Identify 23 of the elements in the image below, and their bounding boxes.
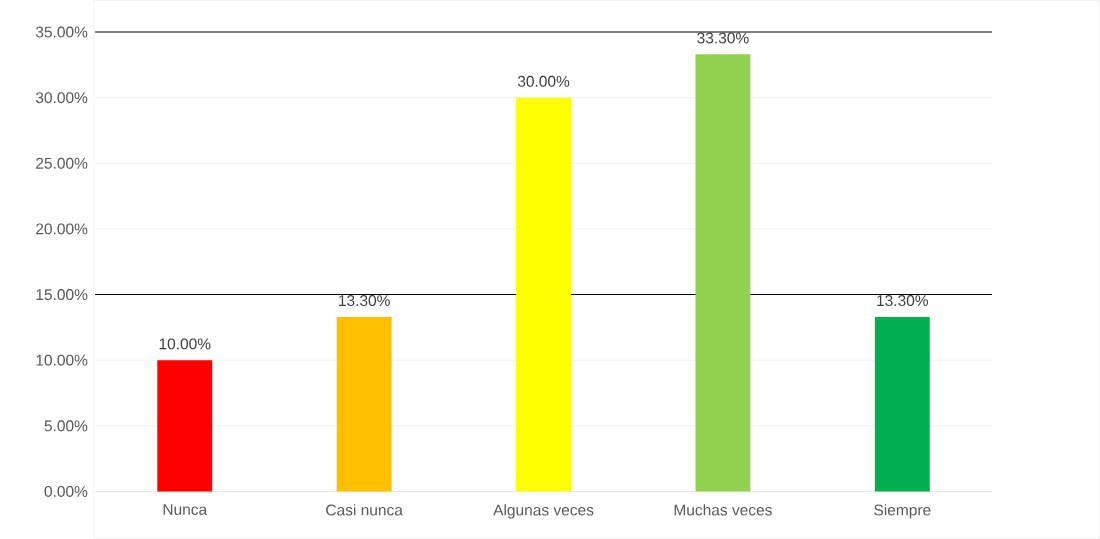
bar <box>336 316 392 492</box>
x-tick-label: Algunas veces <box>493 504 594 519</box>
y-tick-label: 30.00% <box>35 92 88 104</box>
y-tick-label: 10.00% <box>36 354 88 366</box>
x-tick-label: Casi nunca <box>326 504 403 516</box>
x-tick-label: Siempre <box>874 504 931 519</box>
data-label: 13.30% <box>877 295 929 307</box>
bar <box>516 97 571 492</box>
data-label: 10.00% <box>159 338 211 350</box>
data-label: 33.30% <box>697 32 749 44</box>
y-tick-label: 0.00% <box>44 485 88 497</box>
data-label: 30.00% <box>517 75 570 87</box>
x-tick-label: Muchas veces <box>674 504 772 516</box>
y-tick-label: 15.00% <box>36 289 88 301</box>
bar <box>874 316 930 492</box>
y-tick-label: 5.00% <box>44 420 88 432</box>
bar <box>695 54 751 492</box>
data-label: 13.30% <box>339 295 390 307</box>
y-tick-label: 25.00% <box>36 157 88 169</box>
bar <box>157 360 213 492</box>
y-tick-label: 35.00% <box>35 26 88 38</box>
x-tick-label: Nunca <box>163 504 208 515</box>
y-tick-label: 20.00% <box>36 223 88 235</box>
